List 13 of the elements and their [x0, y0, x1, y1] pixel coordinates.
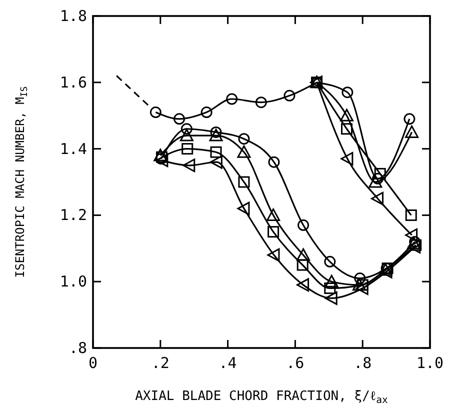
x-axis-title: AXIAL BLADE CHORD FRACTION, ξ/ℓ$_{ax}$: [135, 389, 388, 406]
x-tick-label: .4: [218, 354, 237, 372]
y-tick-label: 1.8: [60, 7, 87, 25]
x-tick-label: .6: [286, 354, 304, 372]
y-tick-label: 1.0: [60, 272, 87, 291]
y-tick-label: 1.4: [60, 140, 87, 158]
x-tick-label: .2: [151, 354, 170, 372]
x-tick-label: 0: [88, 354, 98, 372]
y-tick-label: 1.6: [60, 73, 87, 92]
y-tick-label: .8: [68, 339, 87, 357]
x-tick-label: .8: [354, 354, 372, 372]
y-tick-label: 1.2: [60, 206, 87, 224]
x-tick-label: 1.0: [416, 354, 444, 372]
